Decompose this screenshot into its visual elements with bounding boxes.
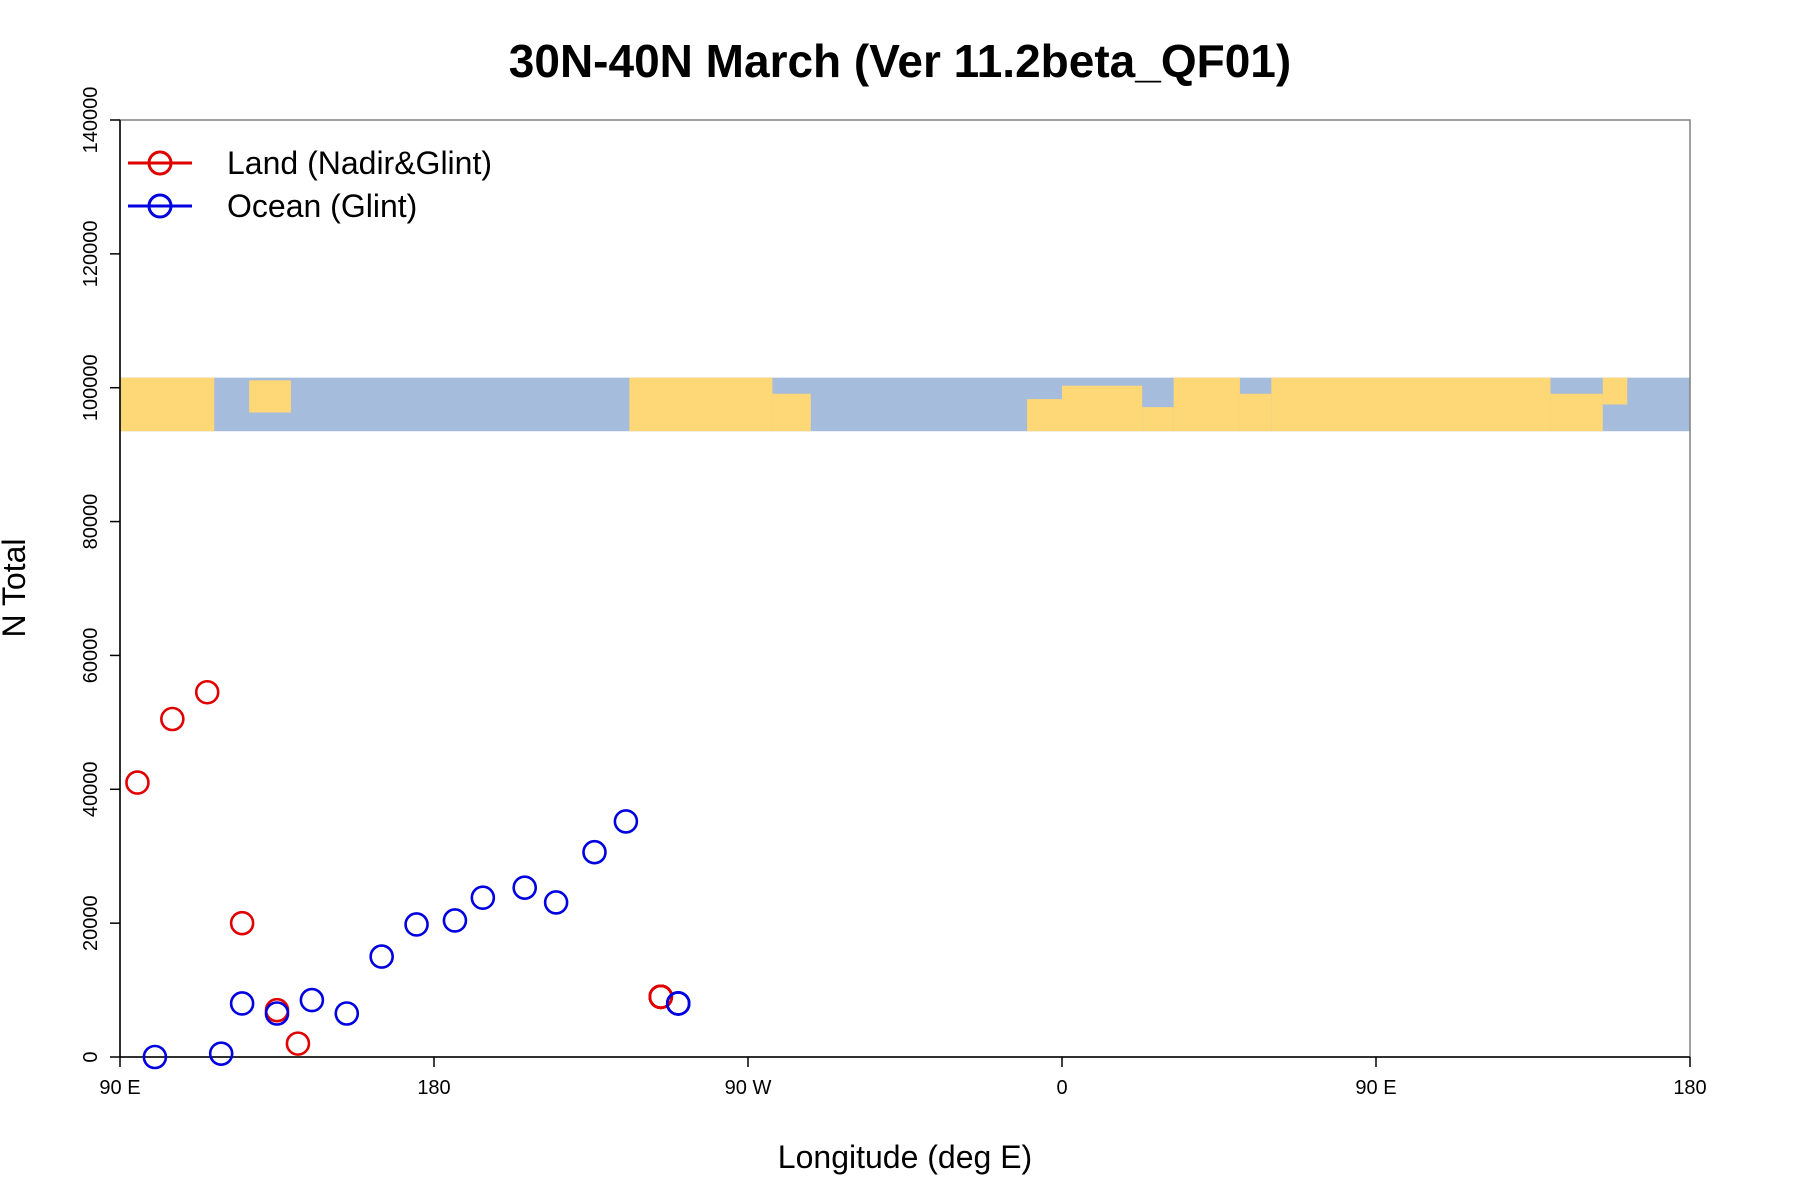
ocean-point [442,908,468,933]
map-land-4 [1027,399,1062,432]
land-point [285,1031,311,1056]
y-tick-label: 40000 [80,761,102,817]
plot-frame [119,119,1691,1058]
x-tick-label: 0 [1056,1077,1067,1099]
x-tick-label: 90 W [725,1077,772,1099]
y-tick-label: 120000 [80,220,102,287]
ocean-point [334,1001,360,1026]
land-point [229,910,255,936]
map-land-7 [1173,377,1240,432]
ocean-point [582,839,607,865]
map-land-6 [1142,407,1174,432]
land-point [125,770,150,795]
series-ocean [142,809,691,1070]
land-point [194,679,220,705]
ocean-point [264,1001,290,1026]
map-land-0 [120,377,215,432]
ocean-point [142,1044,168,1070]
map-land-10 [1550,393,1603,432]
x-axis-label: Longitude (deg E) [778,1139,1032,1175]
map-land-3 [772,393,811,432]
y-axis-label: N Total [0,538,32,637]
chart-title: 30N-40N March (Ver 11.2beta_QF01) [509,35,1291,87]
y-tick-label: 0 [80,1051,102,1062]
ocean-point [512,875,538,900]
y-tick-label: 140000 [80,87,102,154]
ocean-point [613,809,639,834]
series-land [125,679,674,1056]
legend-ocean-label: Ocean (Glint) [227,188,417,224]
y-tick-label: 20000 [80,895,102,951]
y-tick-label: 100000 [80,354,102,421]
ocean-point [470,885,496,911]
legend-land-marker [147,150,173,176]
ocean-point [543,890,569,915]
legend-land-label: Land (Nadir&Glint) [227,145,492,181]
ocean-point [404,912,429,937]
legend: Land (Nadir&Glint) Ocean (Glint) [128,145,492,224]
x-tick-label: 180 [417,1077,450,1099]
y-tick-label: 60000 [80,628,102,684]
y-ticks: 0 20000 40000 60000 80000 100000 120000 140000 [80,87,120,1063]
x-tick-label: 90 E [99,1077,140,1099]
map-land-9 [1271,377,1551,432]
x-tick-label: 90 E [1355,1077,1396,1099]
map-land-5 [1062,385,1143,432]
map-band [120,377,1690,432]
y-tick-label: 80000 [80,494,102,550]
ocean-point [369,944,394,969]
map-land-8 [1239,393,1272,432]
map-land-2 [629,377,773,432]
land-point [160,706,185,732]
ocean-point [208,1041,234,1066]
ocean-point [299,987,325,1013]
ocean-point [665,991,691,1016]
legend-ocean-marker [147,193,173,219]
map-land-11 [1602,377,1628,405]
ocean-point [229,991,255,1016]
x-tick-label: 180 [1673,1077,1706,1099]
map-land-1 [249,380,291,413]
x-ticks: 90 E 180 90 W 0 90 E 180 [99,1057,1707,1099]
land-point [648,984,674,1010]
